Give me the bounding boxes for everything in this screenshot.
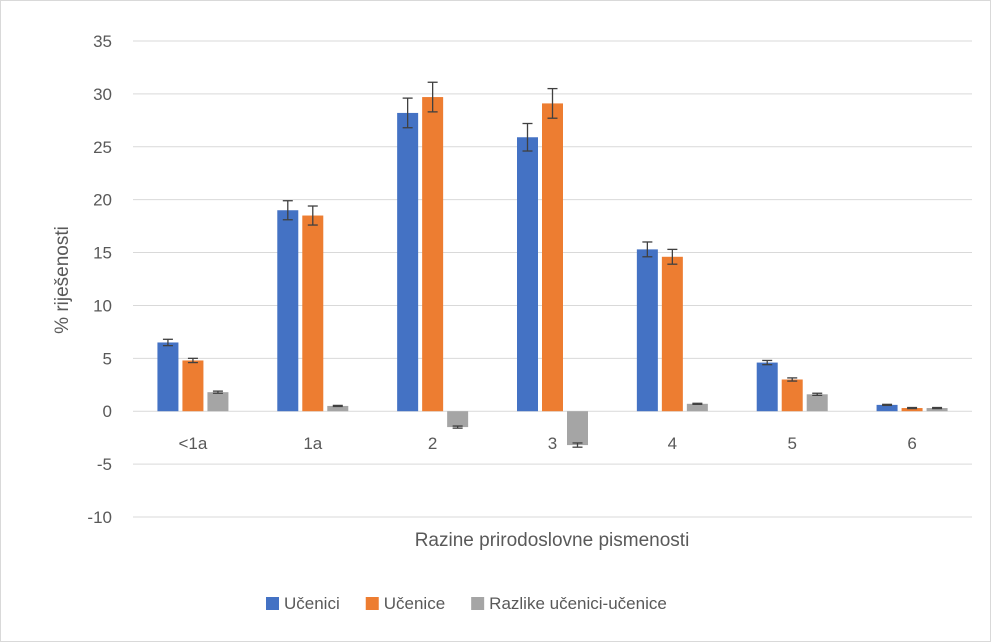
legend-label: Učenice <box>384 594 445 613</box>
y-axis-ticks: -10 -5 0 5 10 15 20 25 30 35 <box>87 32 112 527</box>
bar-3 <box>567 411 588 446</box>
bar-1 <box>397 112 419 412</box>
legend-label: Učenici <box>284 594 340 613</box>
bars <box>157 97 948 446</box>
y-tick-label: 10 <box>93 296 112 315</box>
y-tick-label: 15 <box>93 244 112 263</box>
y-tick-label: 35 <box>93 32 112 51</box>
bar-3 <box>926 408 948 412</box>
bar-3 <box>686 403 708 412</box>
bar-1 <box>517 137 538 412</box>
x-axis-ticks: <1a 1a 2 3 4 5 6 <box>179 434 917 453</box>
bar-1 <box>636 249 658 412</box>
legend-swatch <box>471 597 485 610</box>
x-axis-title: Razine prirodoslovne pismenosti <box>415 530 690 551</box>
bar-2 <box>182 360 204 412</box>
bar-3 <box>806 394 828 412</box>
bar-1 <box>157 342 179 412</box>
bar-2 <box>422 97 444 412</box>
legend-swatch <box>365 597 379 610</box>
bar-1 <box>756 362 778 412</box>
y-tick-label: 25 <box>93 138 112 157</box>
y-axis-title: % riješenosti <box>52 226 73 334</box>
y-tick-label: 30 <box>93 85 112 104</box>
x-tick-label: 1a <box>303 434 322 453</box>
bar-3 <box>447 411 469 428</box>
y-tick-label: 5 <box>103 349 112 368</box>
bar-1 <box>876 404 898 412</box>
x-tick-label: 5 <box>787 434 796 453</box>
x-tick-label: <1a <box>179 434 208 453</box>
legend: Učenici Učenice Razlike učenici-učenice <box>266 594 667 613</box>
legend-label: Razlike učenici-učenice <box>489 594 667 613</box>
y-tick-label: 0 <box>103 402 112 421</box>
y-tick-label: -5 <box>97 455 112 474</box>
bar-2 <box>901 408 923 412</box>
bar-2 <box>661 256 683 412</box>
bar-3 <box>207 392 229 412</box>
bar-2 <box>542 103 563 412</box>
x-tick-label: 3 <box>548 434 557 453</box>
y-tick-label: 20 <box>93 191 112 210</box>
legend-swatch <box>266 597 279 610</box>
bar-1 <box>277 210 299 412</box>
x-tick-label: 4 <box>668 434 677 453</box>
x-tick-label: 2 <box>428 434 437 453</box>
bar-3 <box>327 405 349 412</box>
y-tick-label: -10 <box>87 508 112 527</box>
bar-2 <box>781 379 803 412</box>
x-tick-label: 6 <box>907 434 916 453</box>
error-bars <box>162 81 943 448</box>
bar-2 <box>302 215 324 412</box>
